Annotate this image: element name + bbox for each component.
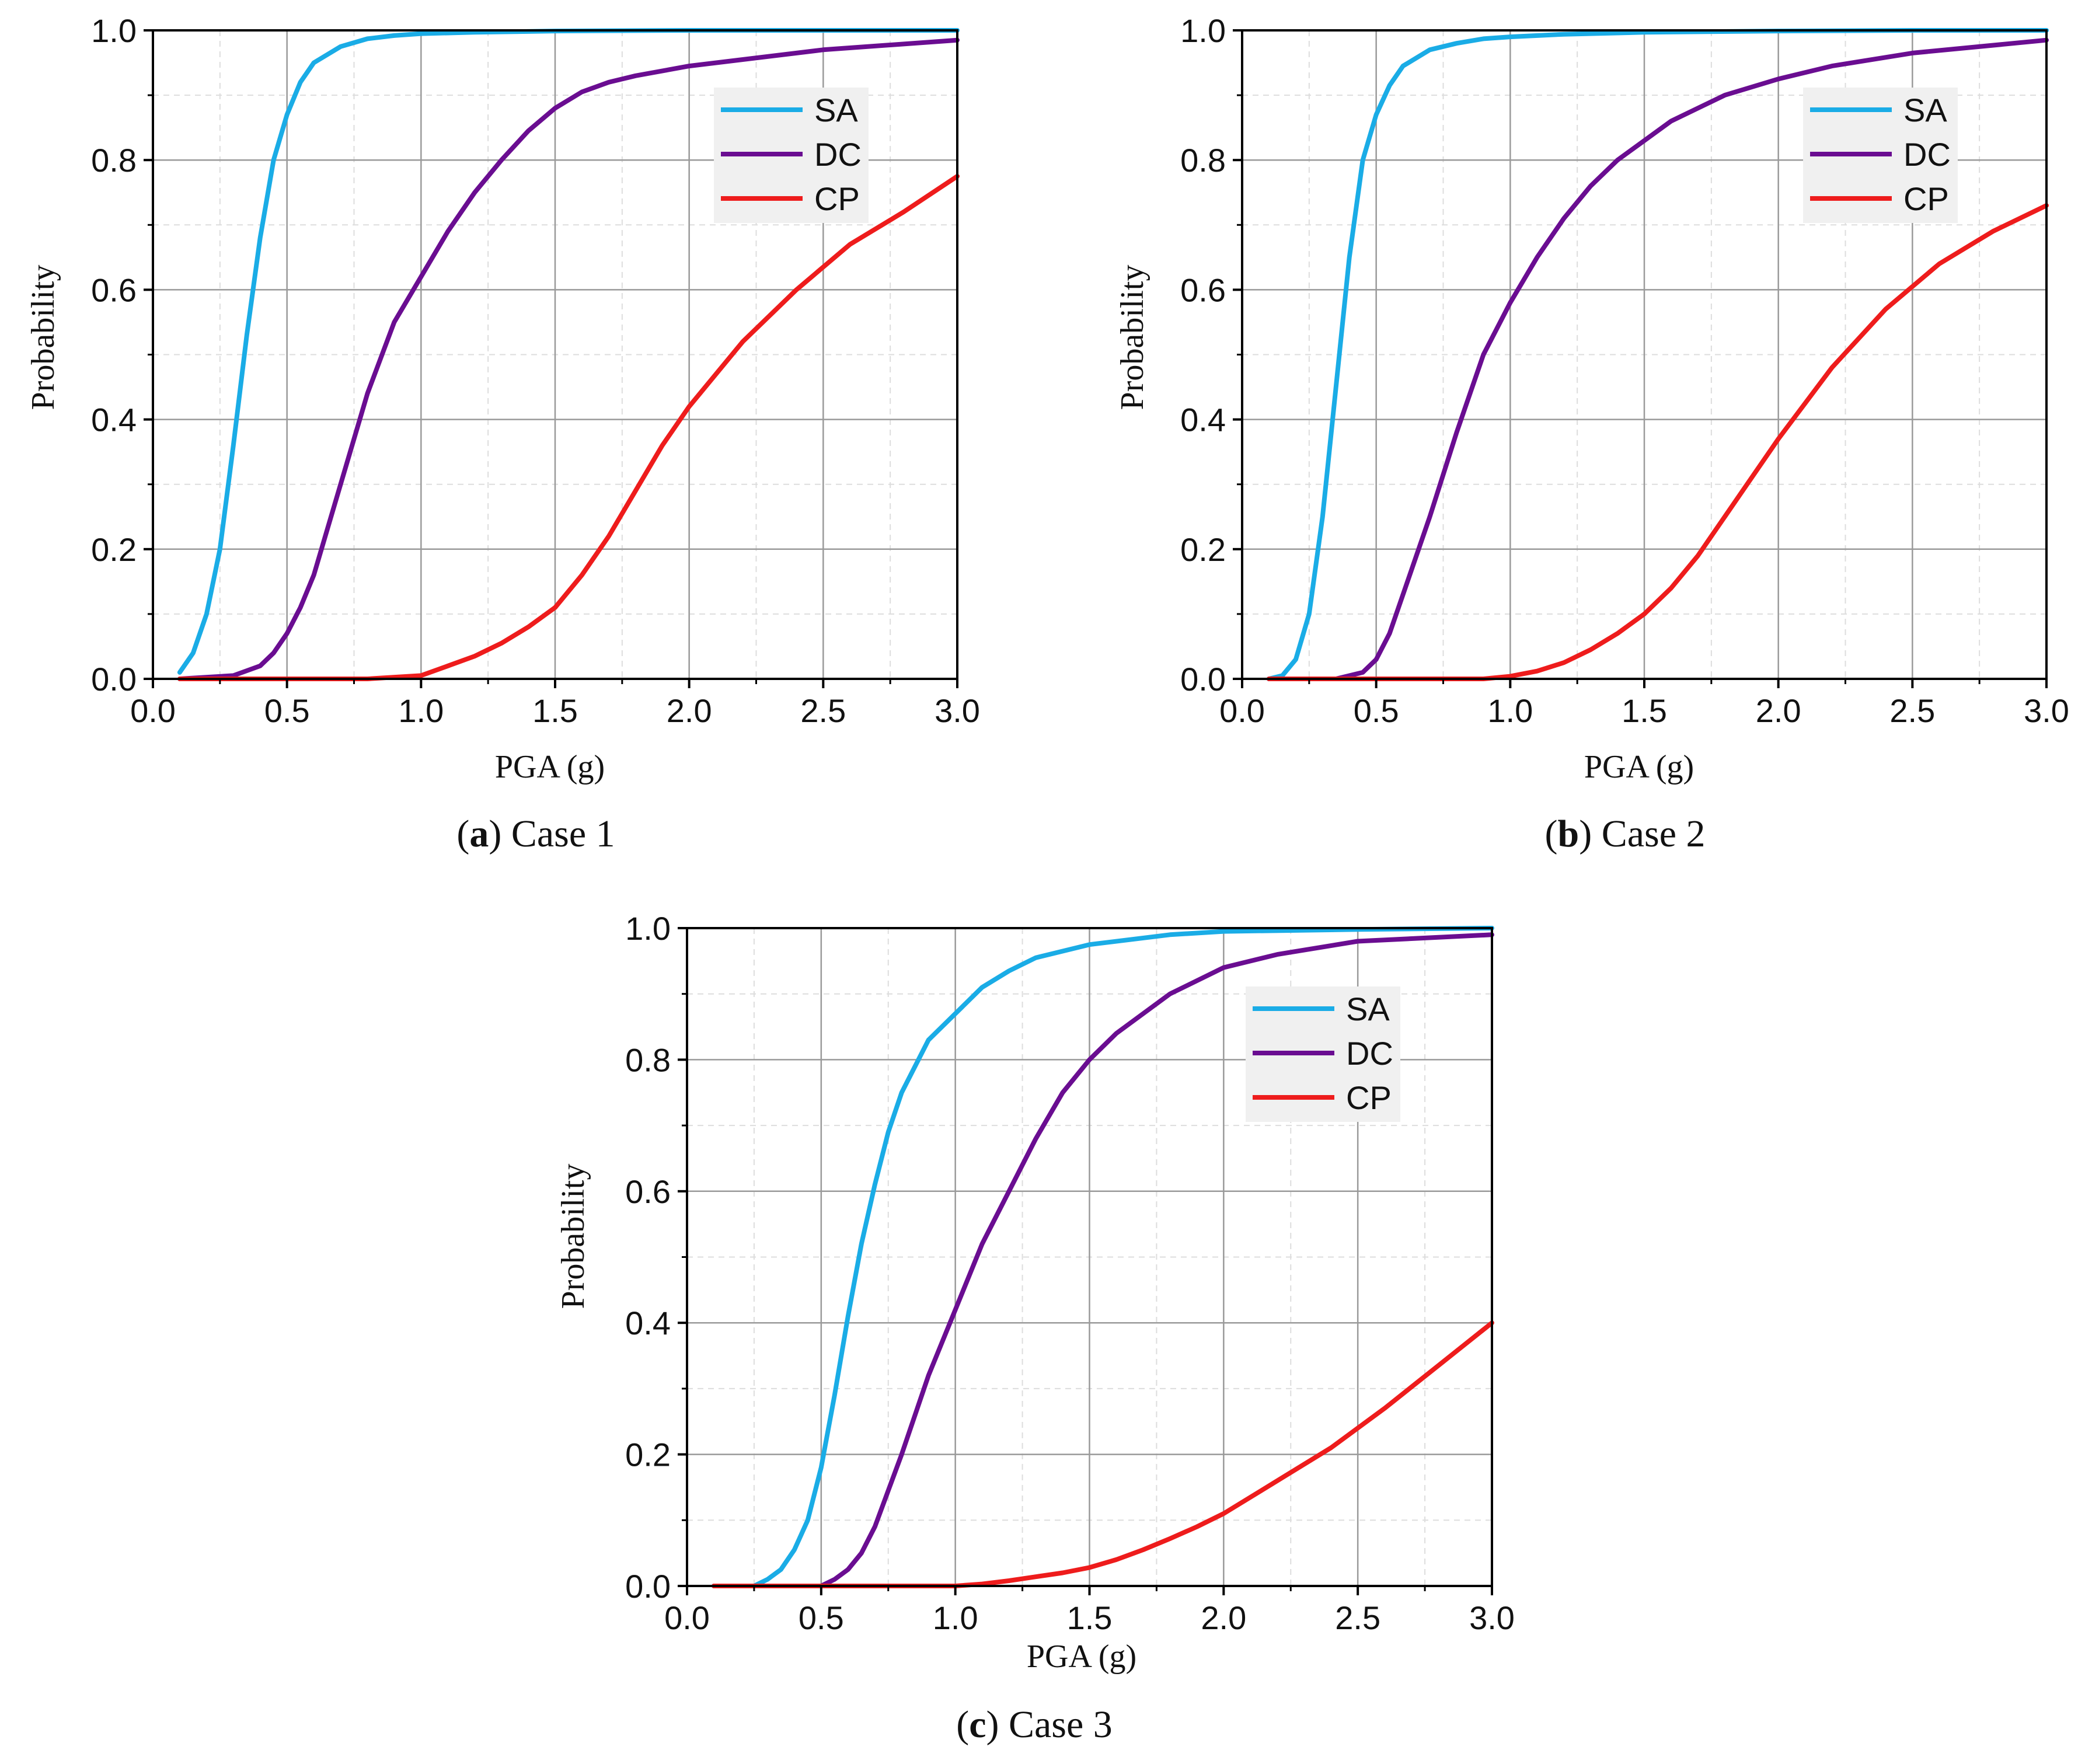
legend-label-sa: SA — [1346, 991, 1390, 1027]
y-tick-label: 0.4 — [1180, 402, 1226, 438]
legend: SA DC CP — [1246, 986, 1400, 1122]
y-tick-label: 0.6 — [625, 1173, 671, 1210]
chart-panel-case-3: Probability PGA (g) (c) Case 3 0.0 0.5 1.0… — [555, 910, 1515, 1746]
x-tick-label: 0.0 — [130, 692, 176, 729]
caption-letter: c — [969, 1703, 986, 1746]
x-tick-label: 0.5 — [264, 692, 310, 729]
x-tick-label: 2.5 — [1889, 692, 1935, 729]
x-tick-label: 3.0 — [935, 692, 980, 729]
x-tick-label: 1.0 — [398, 692, 444, 729]
legend-label-cp: CP — [1346, 1079, 1392, 1116]
legend: SA DC CP — [1803, 88, 1958, 223]
y-axis-title: Probability — [25, 265, 61, 410]
y-tick-label: 1.0 — [91, 12, 137, 49]
y-tick-label: 0.6 — [91, 271, 137, 308]
y-tick-label: 0.6 — [1180, 271, 1226, 308]
x-tick-label: 1.0 — [1487, 692, 1533, 729]
y-tick-label: 1.0 — [1180, 12, 1226, 49]
chart-panel-case-2: Probability PGA (g) (b) Case 2 0.0 0.5 1.0… — [1114, 12, 2069, 855]
x-tick-label: 3.0 — [1469, 1599, 1515, 1636]
y-tick-label: 0.4 — [625, 1305, 671, 1341]
series-line-dc — [1266, 37, 2049, 681]
y-axis-title: Probability — [1114, 265, 1150, 410]
legend-label-dc: DC — [814, 136, 862, 173]
series-line-sa — [712, 926, 1494, 1588]
series-line-cp — [177, 174, 960, 681]
legend: SA DC CP — [714, 88, 869, 223]
x-tick-label: 0.5 — [799, 1599, 844, 1636]
caption-label: Case 2 — [1602, 813, 1706, 855]
legend-label-cp: CP — [1903, 180, 1949, 217]
caption-label: Case 3 — [1009, 1703, 1113, 1746]
x-tick-label: 1.5 — [1622, 692, 1667, 729]
caption-letter: a — [469, 813, 489, 855]
legend-label-dc: DC — [1903, 136, 1951, 173]
x-tick-label: 2.0 — [667, 692, 712, 729]
x-tick-label: 0.0 — [1219, 692, 1265, 729]
y-tick-label: 0.2 — [1180, 531, 1226, 568]
y-tick-label: 0.2 — [91, 531, 137, 568]
y-tick-label: 1.0 — [625, 910, 671, 947]
x-tick-label: 2.5 — [800, 692, 846, 729]
panel-caption: (c) Case 3 — [956, 1703, 1113, 1746]
legend-label-dc: DC — [1346, 1035, 1393, 1072]
y-tick-label: 0.8 — [1180, 142, 1226, 179]
panel-caption: (b) Case 2 — [1545, 813, 1706, 855]
caption-label: Case 1 — [511, 813, 615, 855]
x-tick-label: 0.5 — [1354, 692, 1399, 729]
x-tick-label: 1.0 — [933, 1599, 978, 1636]
x-tick-label: 2.0 — [1756, 692, 1801, 729]
x-axis-title: PGA (g) — [1584, 749, 1694, 785]
series-line-dc — [177, 37, 960, 681]
y-tick-label: 0.2 — [625, 1437, 671, 1473]
x-tick-label: 2.0 — [1201, 1599, 1246, 1636]
y-tick-label: 0.8 — [625, 1041, 671, 1078]
y-tick-label: 0.0 — [1180, 661, 1226, 698]
legend-label-sa: SA — [814, 92, 858, 128]
series-line-sa — [1266, 28, 2049, 681]
y-tick-label: 0.4 — [91, 402, 137, 438]
legend-label-cp: CP — [814, 180, 860, 217]
chart-panel-case-1: Probability PGA (g) (a) Case 1 0.0 0.5 1.0… — [25, 12, 980, 855]
x-tick-label: 1.5 — [1067, 1599, 1113, 1636]
y-tick-label: 0.0 — [91, 661, 137, 698]
y-axis-title: Probability — [555, 1164, 591, 1309]
x-tick-label: 0.0 — [664, 1599, 710, 1636]
legend-label-sa: SA — [1903, 92, 1947, 128]
x-axis-title: PGA (g) — [1027, 1639, 1136, 1675]
series-line-cp — [712, 1320, 1494, 1588]
caption-letter: b — [1557, 813, 1579, 855]
x-tick-label: 3.0 — [2024, 692, 2069, 729]
series-line-dc — [712, 932, 1494, 1588]
x-tick-label: 2.5 — [1335, 1599, 1380, 1636]
series-line-cp — [1266, 203, 2049, 681]
y-tick-label: 0.8 — [91, 142, 137, 179]
x-tick-label: 1.5 — [532, 692, 578, 729]
panel-caption: (a) Case 1 — [456, 813, 615, 855]
x-axis-title: PGA (g) — [495, 749, 605, 785]
y-tick-label: 0.0 — [625, 1568, 671, 1605]
